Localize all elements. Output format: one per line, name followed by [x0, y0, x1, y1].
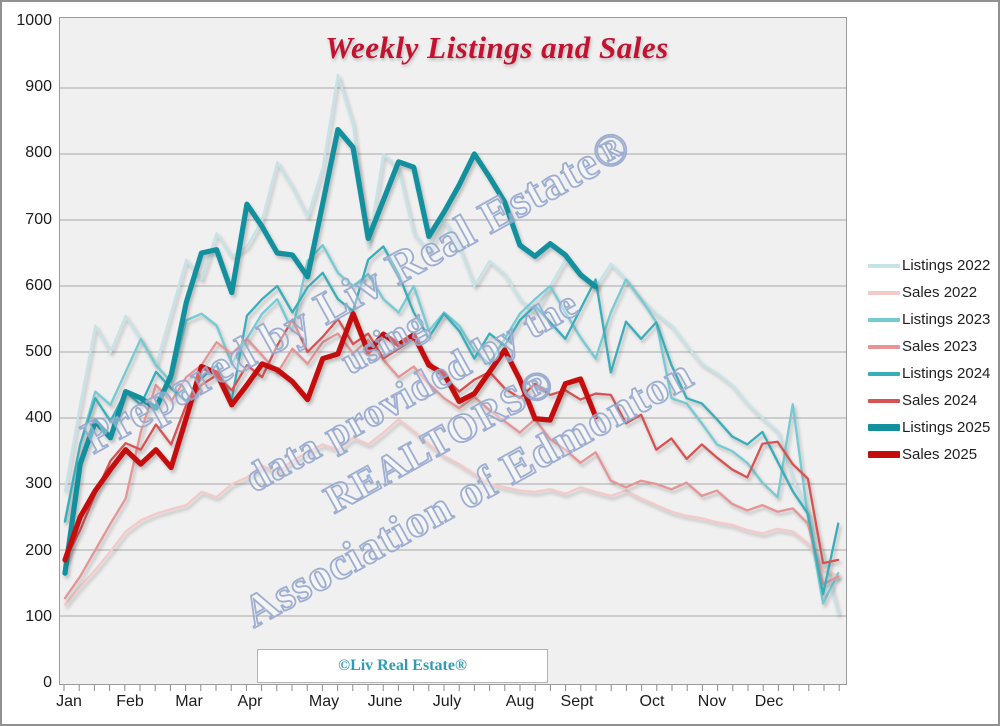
series-line-listings-2025: [62, 126, 599, 576]
legend-item: Listings 2024: [868, 360, 998, 387]
month-label: July: [432, 693, 462, 710]
legend-item: Sales 2022: [868, 279, 998, 306]
chart-plot-area: [59, 17, 847, 685]
legend-swatch: [868, 424, 900, 431]
legend-swatch: [868, 344, 900, 349]
legend-swatch: [868, 398, 900, 403]
month-label: Jan: [56, 693, 82, 710]
month-label: Apr: [237, 693, 263, 710]
legend-item: Listings 2025: [868, 414, 998, 441]
month-label: June: [367, 693, 403, 710]
legend: Listings 2022 Sales 2022 Listings 2023 Sale…: [868, 252, 998, 468]
legend-swatch: [868, 290, 900, 295]
series-line-sales-2025: [62, 311, 599, 563]
legend-label: Listings 2024: [902, 365, 991, 382]
legend-swatch: [868, 263, 900, 268]
copyright-label: ©Liv Real Estate®: [338, 657, 467, 674]
y-axis-label: 400: [25, 409, 52, 427]
legend-label: Sales 2022: [902, 284, 978, 301]
legend-swatch: [868, 317, 900, 322]
copyright-box: ©Liv Real Estate®: [257, 649, 548, 683]
month-label: Feb: [116, 693, 144, 710]
legend-item: Sales 2023: [868, 333, 998, 360]
month-label: Sept: [560, 693, 594, 710]
y-axis-label: 600: [25, 276, 52, 294]
series-line-listings-2023: [63, 243, 840, 605]
legend-label: Listings 2023: [902, 311, 991, 328]
month-label: Dec: [754, 693, 784, 710]
y-axis-label: 800: [25, 144, 52, 162]
legend-swatch: [868, 371, 900, 376]
chart-canvas: [60, 73, 846, 617]
month-label: Aug: [505, 693, 535, 710]
y-axis-label: 900: [25, 78, 52, 96]
month-label: Oct: [639, 693, 665, 710]
x-axis-ticks: [63, 685, 840, 691]
y-axis-label: 0: [43, 674, 52, 691]
y-axis-label: 700: [25, 210, 52, 228]
y-axis-label: 500: [25, 343, 52, 360]
legend-label: Listings 2025: [902, 419, 991, 436]
legend-label: Sales 2025: [902, 446, 978, 463]
legend-item: Sales 2025: [868, 441, 998, 468]
month-label: May: [308, 693, 340, 710]
month-label: Nov: [697, 693, 727, 710]
legend-item: Listings 2023: [868, 306, 998, 333]
series-line-sales-2023: [63, 332, 840, 600]
legend-label: Sales 2024: [902, 392, 978, 409]
legend-label: Sales 2023: [902, 338, 978, 355]
legend-item: Listings 2022: [868, 252, 998, 279]
y-axis-label: 1000: [16, 12, 52, 29]
month-label: Mar: [175, 693, 203, 710]
legend-item: Sales 2024: [868, 387, 998, 414]
y-axis-label: 300: [25, 475, 52, 493]
chart-title: Weekly Listings and Sales: [325, 30, 669, 65]
series-line-sales-2022: [63, 418, 840, 606]
y-axis-label: 200: [25, 541, 52, 559]
y-axis-label: 100: [25, 607, 52, 625]
legend-label: Listings 2022: [902, 257, 991, 274]
legend-swatch: [868, 451, 900, 458]
